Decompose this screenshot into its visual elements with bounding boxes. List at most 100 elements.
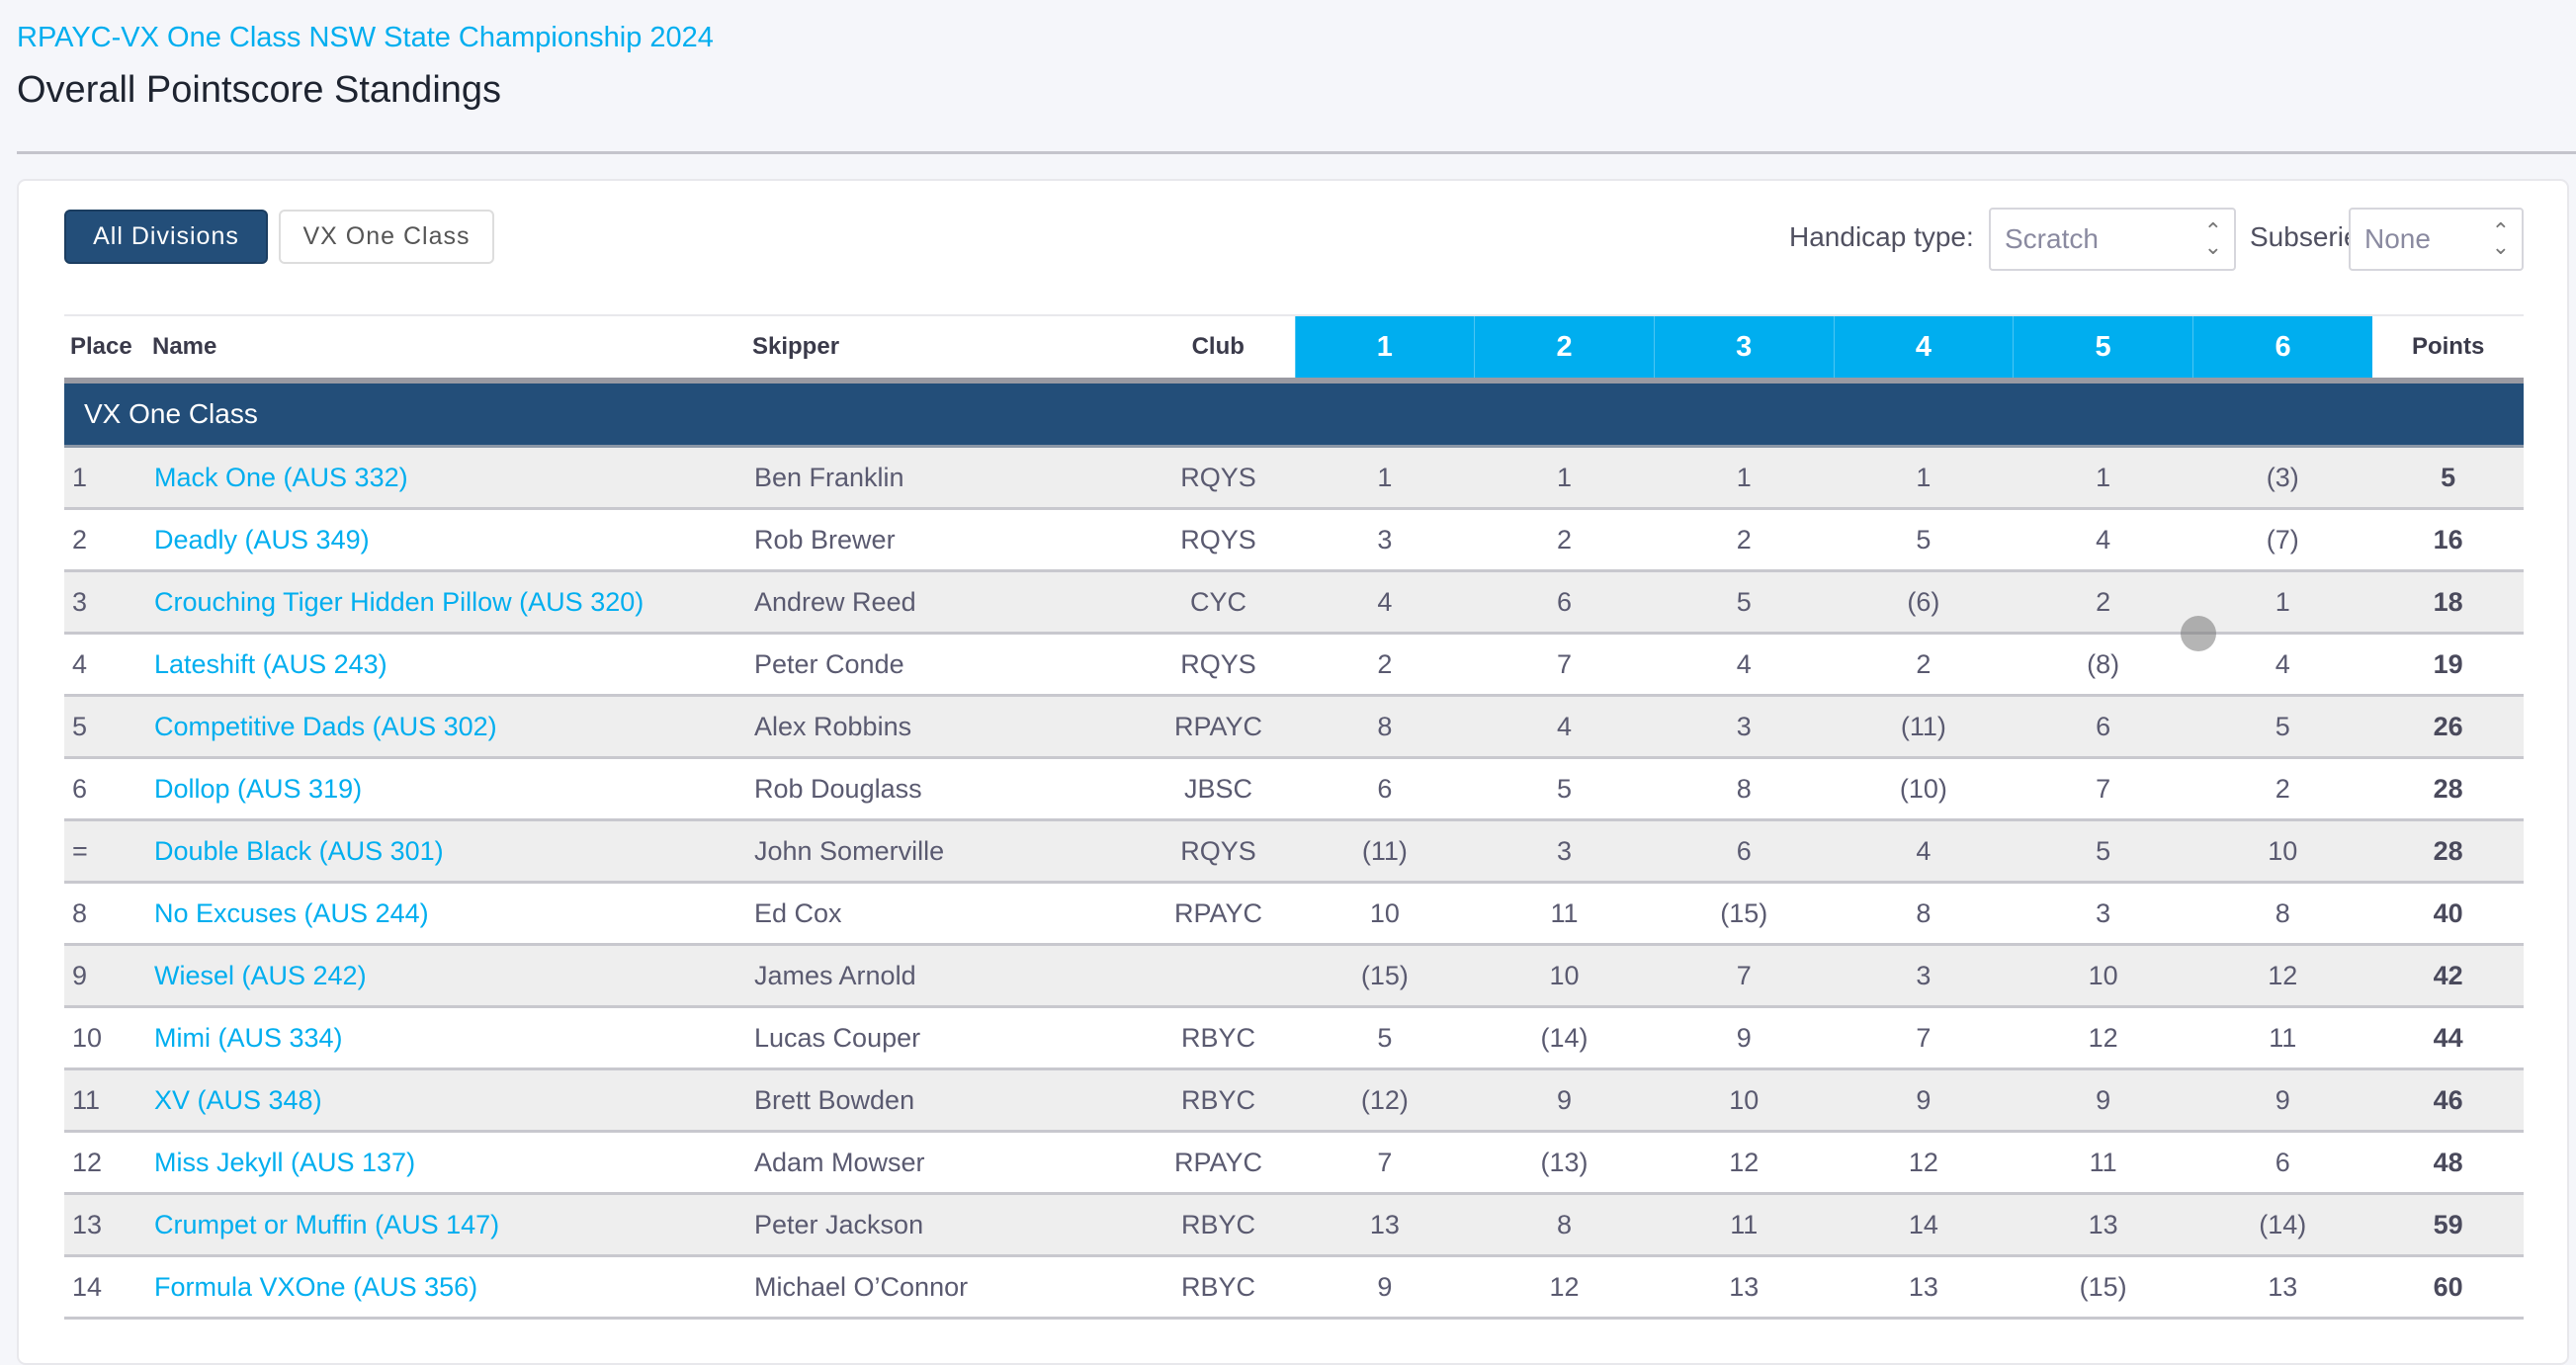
table-row: 2 Deadly (AUS 349) Rob Brewer RQYS 3 2 2 5 4 (7) 1… — [64, 508, 2525, 572]
race-6-cell: 4 — [2192, 633, 2373, 697]
club-cell: RQYS — [1142, 508, 1295, 572]
race-3-cell: 5 — [1654, 570, 1835, 635]
place-cell: 4 — [64, 633, 146, 697]
col-race-1[interactable]: 1 — [1294, 314, 1475, 384]
race-5-cell: 1 — [2013, 446, 2193, 510]
vx-one-class-button[interactable]: VX One Class — [279, 210, 494, 264]
club-cell: JBSC — [1142, 757, 1295, 821]
table-row: 11 XV (AUS 348) Brett Bowden RBYC (12) 9 10 9 9 9… — [64, 1068, 2525, 1133]
name-cell: Dollop (AUS 319) — [146, 757, 746, 821]
points-cell: 18 — [2372, 570, 2525, 635]
boat-link[interactable]: Mack One (AUS 332) — [154, 462, 408, 492]
race-2-cell: 7 — [1474, 633, 1655, 697]
race-4-cell: 12 — [1834, 1131, 2014, 1195]
col-points[interactable]: Points — [2372, 314, 2525, 384]
boat-link[interactable]: Lateshift (AUS 243) — [154, 648, 387, 679]
race-5-cell: 4 — [2013, 508, 2193, 572]
boat-link[interactable]: Deadly (AUS 349) — [154, 524, 370, 555]
event-title[interactable]: RPAYC-VX One Class NSW State Championshi… — [17, 22, 714, 53]
col-race-3[interactable]: 3 — [1653, 314, 1835, 384]
race-4-cell: (10) — [1834, 757, 2014, 821]
col-race-2[interactable]: 2 — [1474, 314, 1655, 384]
race-4-cell: (6) — [1834, 570, 2014, 635]
boat-link[interactable]: XV (AUS 348) — [154, 1084, 322, 1115]
race-3-cell: 3 — [1654, 695, 1835, 759]
standings-table: Place Name Skipper Club 1 2 3 4 5 6 Poin… — [64, 314, 2525, 1320]
skipper-cell: Rob Brewer — [746, 508, 1142, 572]
race-3-cell: 10 — [1654, 1068, 1835, 1133]
col-skipper[interactable]: Skipper — [746, 314, 1142, 384]
club-cell: RPAYC — [1142, 695, 1295, 759]
table-row: 14 Formula VXOne (AUS 356) Michael O’Conno… — [64, 1255, 2525, 1320]
name-cell: Lateshift (AUS 243) — [146, 633, 746, 697]
place-cell: 5 — [64, 695, 146, 759]
race-2-cell: (13) — [1474, 1131, 1655, 1195]
col-race-5[interactable]: 5 — [2013, 314, 2193, 384]
handicap-type-select[interactable]: Scratch ⌃ ⌄ — [1989, 208, 2236, 271]
place-cell: 14 — [64, 1255, 146, 1320]
race-1-cell: 4 — [1295, 570, 1475, 635]
race-3-cell: 4 — [1654, 633, 1835, 697]
boat-link[interactable]: Crumpet or Muffin (AUS 147) — [154, 1209, 500, 1239]
group-header-row: VX One Class — [64, 381, 2525, 448]
subseries-value: None — [2364, 223, 2431, 254]
club-cell: RBYC — [1142, 1068, 1295, 1133]
race-1-cell: 9 — [1295, 1255, 1475, 1320]
points-cell: 60 — [2372, 1255, 2525, 1320]
points-cell: 59 — [2372, 1193, 2525, 1257]
table-row: 13 Crumpet or Muffin (AUS 147) Peter Jacks… — [64, 1193, 2525, 1257]
group-name: VX One Class — [64, 381, 2525, 448]
race-2-cell: 11 — [1474, 882, 1655, 946]
boat-link[interactable]: Mimi (AUS 334) — [154, 1022, 343, 1053]
race-2-cell: 5 — [1474, 757, 1655, 821]
boat-link[interactable]: Formula VXOne (AUS 356) — [154, 1271, 478, 1302]
name-cell: Miss Jekyll (AUS 137) — [146, 1131, 746, 1195]
boat-link[interactable]: Dollop (AUS 319) — [154, 773, 363, 804]
race-1-cell: 2 — [1295, 633, 1475, 697]
all-divisions-button[interactable]: All Divisions — [64, 210, 268, 264]
col-club[interactable]: Club — [1142, 314, 1295, 384]
boat-link[interactable]: Double Black (AUS 301) — [154, 835, 444, 866]
race-6-cell: 13 — [2192, 1255, 2373, 1320]
club-cell — [1142, 944, 1295, 1008]
race-3-cell: 7 — [1654, 944, 1835, 1008]
skipper-cell: Peter Conde — [746, 633, 1142, 697]
place-cell: 8 — [64, 882, 146, 946]
col-name[interactable]: Name — [146, 314, 746, 384]
race-1-cell: 8 — [1295, 695, 1475, 759]
race-1-cell: 3 — [1295, 508, 1475, 572]
race-4-cell: 14 — [1834, 1193, 2014, 1257]
skipper-cell: Peter Jackson — [746, 1193, 1142, 1257]
chevron-up-down-icon: ⌃ ⌄ — [2203, 218, 2222, 259]
club-cell: RBYC — [1142, 1255, 1295, 1320]
club-cell: RBYC — [1142, 1006, 1295, 1070]
race-3-cell: 1 — [1654, 446, 1835, 510]
race-6-cell: 9 — [2192, 1068, 2373, 1133]
race-6-cell: 2 — [2192, 757, 2373, 821]
points-cell: 19 — [2372, 633, 2525, 697]
divider — [17, 151, 2576, 154]
points-cell: 26 — [2372, 695, 2525, 759]
col-place[interactable]: Place — [64, 314, 146, 384]
boat-link[interactable]: Wiesel (AUS 242) — [154, 960, 367, 990]
skipper-cell: Ben Franklin — [746, 446, 1142, 510]
race-3-cell: 12 — [1654, 1131, 1835, 1195]
race-3-cell: (15) — [1654, 882, 1835, 946]
boat-link[interactable]: No Excuses (AUS 244) — [154, 897, 429, 928]
race-5-cell: 13 — [2013, 1193, 2193, 1257]
name-cell: Wiesel (AUS 242) — [146, 944, 746, 1008]
race-4-cell: 13 — [1834, 1255, 2014, 1320]
club-cell: RQYS — [1142, 819, 1295, 884]
col-race-4[interactable]: 4 — [1833, 314, 2014, 384]
skipper-cell: Ed Cox — [746, 882, 1142, 946]
boat-link[interactable]: Competitive Dads (AUS 302) — [154, 711, 497, 741]
boat-link[interactable]: Crouching Tiger Hidden Pillow (AUS 320) — [154, 586, 644, 617]
race-1-cell: 7 — [1295, 1131, 1475, 1195]
points-cell: 28 — [2372, 819, 2525, 884]
col-race-6[interactable]: 6 — [2191, 314, 2373, 384]
race-6-cell: 12 — [2192, 944, 2373, 1008]
boat-link[interactable]: Miss Jekyll (AUS 137) — [154, 1147, 416, 1177]
points-cell: 16 — [2372, 508, 2525, 572]
table-header-row: Place Name Skipper Club 1 2 3 4 5 6 Poin… — [64, 314, 2525, 384]
subseries-select[interactable]: None ⌃ ⌄ — [2349, 208, 2524, 271]
